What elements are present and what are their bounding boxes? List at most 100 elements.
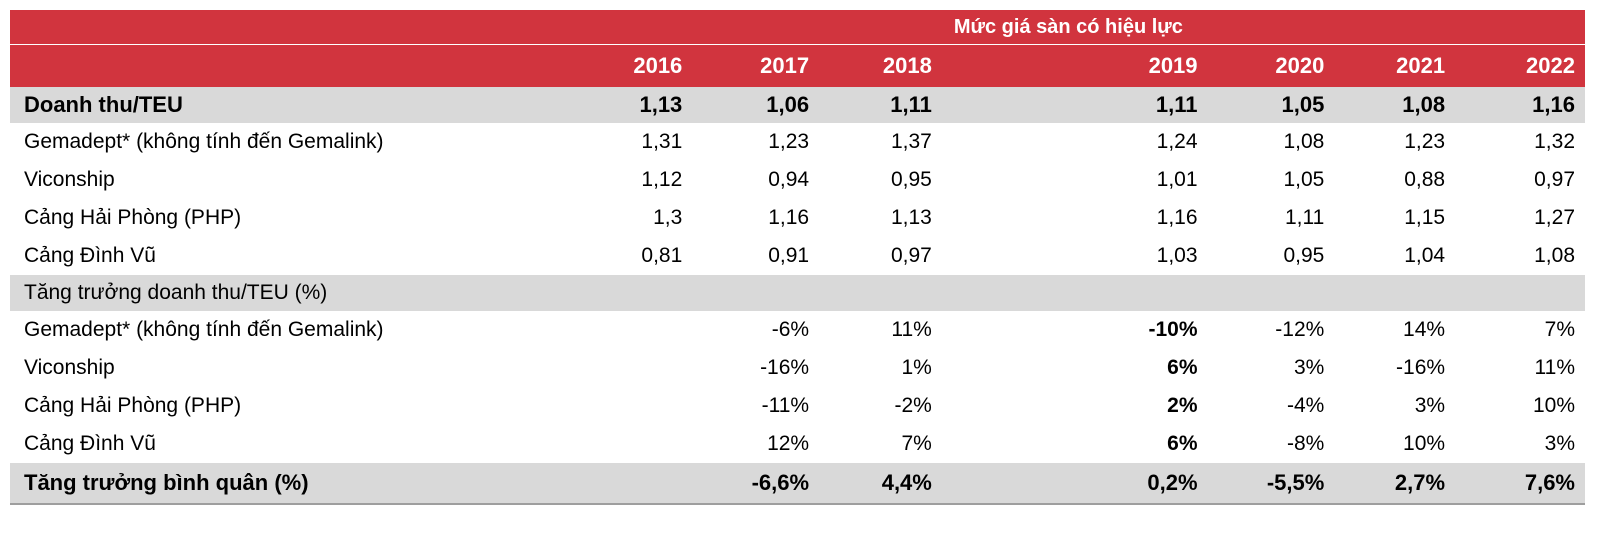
table-cell bbox=[1334, 275, 1456, 311]
table-cell: -16% bbox=[760, 356, 810, 379]
table-cell bbox=[1207, 275, 1335, 311]
year-header-2016: 2016 bbox=[589, 44, 693, 87]
table-cell: -6% bbox=[771, 318, 810, 341]
table-cell: 1,16 bbox=[768, 206, 810, 229]
table-cell: 0,88 bbox=[1404, 168, 1446, 191]
table-cell: 1,08 bbox=[1283, 130, 1325, 153]
table-cell: 0,97 bbox=[890, 244, 932, 267]
table-row: Viconship 1,12 0,94 0,95 1,01 1,05 0,88 … bbox=[10, 161, 1585, 199]
table-row: Cảng Hải Phòng (PHP) -11% -2% 2% -4% 3% … bbox=[10, 387, 1585, 425]
header-row-years: 2016 2017 2018 2019 2020 2021 2022 bbox=[10, 44, 1585, 87]
table-cell: 7% bbox=[1544, 318, 1575, 341]
year-header-2022: 2022 bbox=[1455, 44, 1585, 87]
table-cell: 0,2% bbox=[941, 463, 1208, 505]
year-header-2019: 2019 bbox=[941, 44, 1208, 87]
table-cell bbox=[589, 275, 693, 311]
table-cell: 1,11 bbox=[1285, 206, 1325, 229]
table-cell: 4,4% bbox=[819, 463, 942, 505]
table-row: Viconship -16% 1% 6% 3% -16% 11% bbox=[10, 349, 1585, 387]
table-cell: 1,03 bbox=[1156, 244, 1198, 267]
header-blank bbox=[692, 10, 820, 45]
table-cell bbox=[819, 275, 942, 311]
table-row: Gemadept* (không tính đến Gemalink) -6% … bbox=[10, 311, 1585, 349]
row-label: Cảng Hải Phòng (PHP) bbox=[24, 394, 242, 417]
section-label: Tăng trưởng doanh thu/TEU (%) bbox=[10, 275, 590, 311]
table-cell: 1,13 bbox=[589, 87, 693, 123]
table-cell bbox=[692, 275, 820, 311]
table-cell bbox=[590, 349, 693, 387]
table-cell bbox=[590, 311, 693, 349]
table-cell: 1,11 bbox=[819, 87, 942, 123]
year-header-2017: 2017 bbox=[692, 44, 820, 87]
table-cell: 1,12 bbox=[641, 168, 683, 191]
table-cell: -10% bbox=[1148, 318, 1198, 341]
table-row: Doanh thu/TEU 1,13 1,06 1,11 1,11 1,05 1… bbox=[10, 87, 1585, 123]
table-cell bbox=[590, 387, 693, 425]
table-cell: 1,24 bbox=[1156, 130, 1198, 153]
table-cell: 0,95 bbox=[1283, 244, 1325, 267]
table-cell: 0,91 bbox=[768, 244, 810, 267]
header-blank bbox=[10, 10, 590, 45]
header-blank bbox=[589, 10, 693, 45]
floor-price-label: Mức giá sàn có hiệu lực bbox=[941, 10, 1585, 45]
table-cell: 1,08 bbox=[1334, 87, 1456, 123]
table-cell: 1,11 bbox=[941, 87, 1208, 123]
table-cell: 2% bbox=[1167, 394, 1198, 417]
table-cell: 2,7% bbox=[1334, 463, 1456, 505]
table-cell bbox=[590, 425, 693, 463]
table-cell: 12% bbox=[767, 432, 810, 455]
table-cell bbox=[941, 275, 1208, 311]
table-cell: 1,16 bbox=[1156, 206, 1198, 229]
table-row: Cảng Hải Phòng (PHP) 1,3 1,16 1,13 1,16 … bbox=[10, 199, 1585, 237]
table-row: Cảng Đình Vũ 0,81 0,91 0,97 1,03 0,95 1,… bbox=[10, 237, 1585, 275]
table-cell: 1,32 bbox=[1534, 130, 1575, 153]
table-cell: -6,6% bbox=[692, 463, 820, 505]
table-cell: 7% bbox=[901, 432, 932, 455]
table-cell: -2% bbox=[894, 394, 932, 417]
table-row: Cảng Đình Vũ 12% 7% 6% -8% 10% 3% bbox=[10, 425, 1585, 463]
table-cell: 1,01 bbox=[1156, 168, 1198, 191]
table-cell: 7,6% bbox=[1455, 463, 1585, 505]
table-cell: 1,05 bbox=[1207, 87, 1335, 123]
table-cell: -11% bbox=[761, 394, 810, 417]
table-cell: 1,15 bbox=[1404, 206, 1446, 229]
table-cell: -16% bbox=[1396, 356, 1446, 379]
table-cell: -12% bbox=[1275, 318, 1325, 341]
table-cell: 3% bbox=[1414, 394, 1446, 417]
table-cell: 1,13 bbox=[890, 206, 932, 229]
row-label: Cảng Đình Vũ bbox=[24, 244, 156, 267]
row-label: Cảng Đình Vũ bbox=[24, 432, 156, 455]
table-cell: 10% bbox=[1403, 432, 1446, 455]
row-label: Doanh thu/TEU bbox=[10, 87, 590, 123]
row-label: Tăng trưởng bình quân (%) bbox=[10, 463, 590, 505]
year-header-2018: 2018 bbox=[819, 44, 942, 87]
total-row: Tăng trưởng bình quân (%) -6,6% 4,4% 0,2… bbox=[10, 463, 1585, 505]
table-cell: 3% bbox=[1293, 356, 1325, 379]
table-cell: -8% bbox=[1286, 432, 1325, 455]
table-cell: 14% bbox=[1403, 318, 1446, 341]
table-cell: 1,06 bbox=[692, 87, 820, 123]
table-cell: 1,3 bbox=[653, 206, 683, 229]
table-cell: 1,23 bbox=[1404, 130, 1446, 153]
port-revenue-table: Mức giá sàn có hiệu lực 2016 2017 2018 2… bbox=[10, 10, 1585, 505]
table-cell: 1,37 bbox=[890, 130, 932, 153]
row-label: Gemadept* (không tính đến Gemalink) bbox=[24, 318, 384, 341]
table-cell bbox=[589, 463, 693, 505]
table-cell: 11% bbox=[891, 318, 932, 341]
table-cell: 3% bbox=[1544, 432, 1575, 455]
header-row-top: Mức giá sàn có hiệu lực bbox=[10, 10, 1585, 45]
table-cell: 1,23 bbox=[768, 130, 810, 153]
table-cell: 0,97 bbox=[1534, 168, 1575, 191]
table-cell: 10% bbox=[1532, 394, 1575, 417]
table-cell: 1% bbox=[901, 356, 932, 379]
table-cell: 1,16 bbox=[1455, 87, 1585, 123]
table-cell: 6% bbox=[1167, 432, 1198, 455]
table-cell: 1,31 bbox=[641, 130, 683, 153]
table-row: Gemadept* (không tính đến Gemalink) 1,31… bbox=[10, 123, 1585, 161]
table-cell bbox=[1455, 275, 1585, 311]
row-label: Cảng Hải Phòng (PHP) bbox=[24, 206, 242, 229]
table-cell: 1,05 bbox=[1283, 168, 1325, 191]
section-header-row: Tăng trưởng doanh thu/TEU (%) bbox=[10, 275, 1585, 311]
year-header-2021: 2021 bbox=[1334, 44, 1456, 87]
